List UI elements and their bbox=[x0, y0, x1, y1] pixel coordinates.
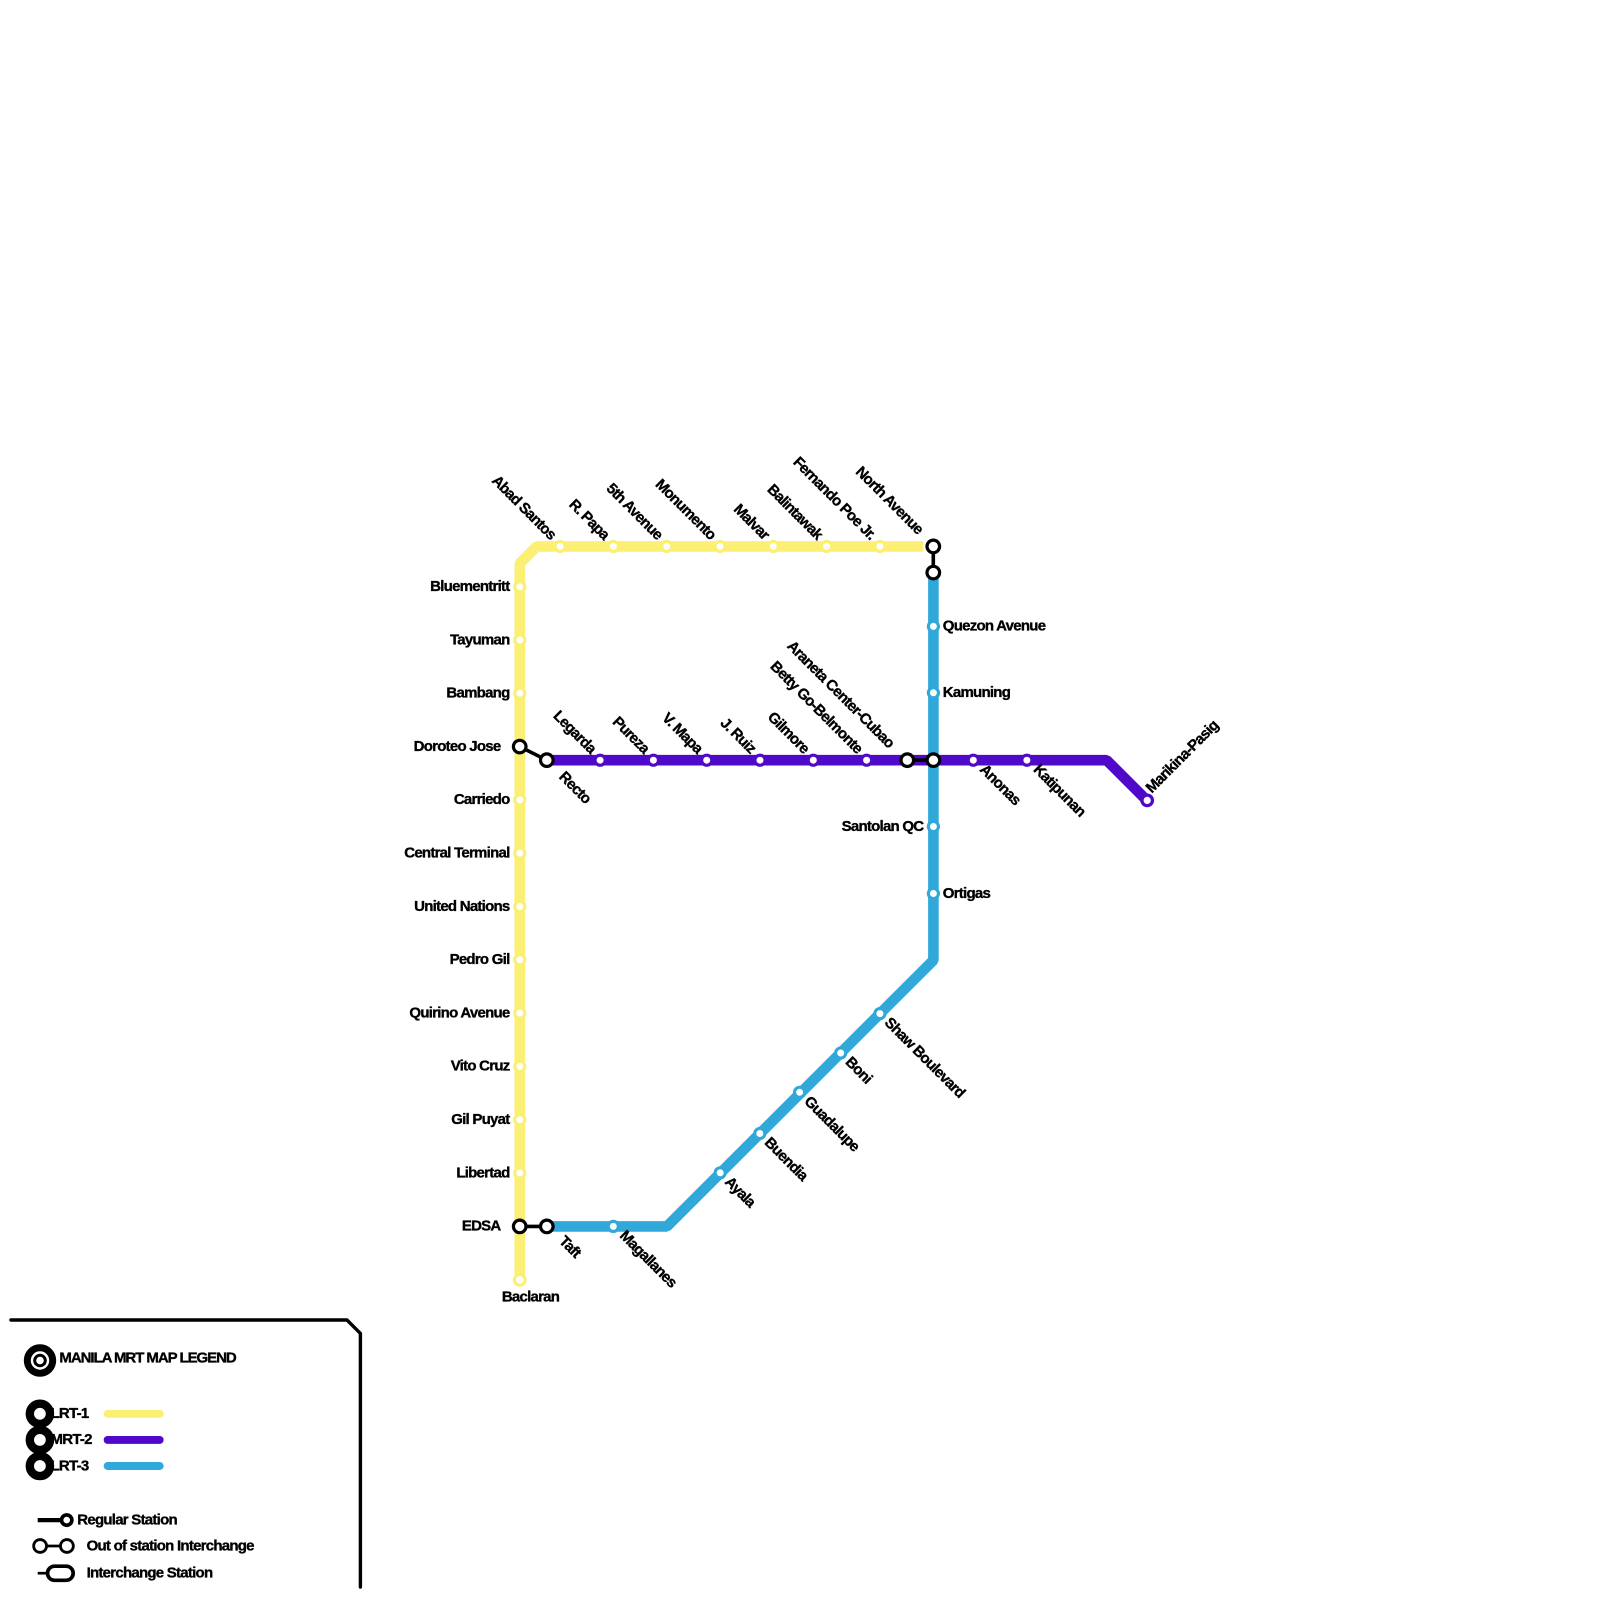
svg-text:Baclaran: Baclaran bbox=[502, 1289, 560, 1306]
svg-text:Tayuman: Tayuman bbox=[450, 631, 510, 648]
svg-text:Doroteo Jose: Doroteo Jose bbox=[414, 738, 501, 755]
svg-text:Bambang: Bambang bbox=[446, 685, 510, 702]
svg-text:Vito Cruz: Vito Cruz bbox=[451, 1058, 510, 1075]
svg-text:Kamuning: Kamuning bbox=[943, 684, 1011, 701]
svg-text:Out of station Interchange: Out of station Interchange bbox=[87, 1537, 255, 1554]
svg-text:United Nations: United Nations bbox=[414, 898, 510, 915]
svg-text:Central Terminal: Central Terminal bbox=[404, 845, 510, 862]
svg-text:Gil Puyat: Gil Puyat bbox=[451, 1111, 510, 1128]
svg-text:MANILA MRT MAP LEGEND: MANILA MRT MAP LEGEND bbox=[59, 1350, 236, 1367]
svg-text:Bluementritt: Bluementritt bbox=[430, 578, 510, 595]
svg-text:LRT-3: LRT-3 bbox=[51, 1457, 89, 1474]
svg-text:Libertad: Libertad bbox=[456, 1164, 510, 1181]
svg-text:MRT-2: MRT-2 bbox=[51, 1431, 93, 1448]
svg-text:LRT-1: LRT-1 bbox=[51, 1405, 89, 1422]
svg-text:EDSA: EDSA bbox=[462, 1218, 502, 1235]
svg-text:Interchange Station: Interchange Station bbox=[87, 1565, 213, 1582]
svg-text:Pedro Gil: Pedro Gil bbox=[450, 951, 511, 968]
svg-text:Ortigas: Ortigas bbox=[943, 885, 991, 902]
svg-text:Regular Station: Regular Station bbox=[77, 1511, 177, 1528]
svg-text:Quezon Avenue: Quezon Avenue bbox=[943, 618, 1046, 635]
svg-text:Santolan QC: Santolan QC bbox=[842, 818, 925, 835]
svg-text:Carriedo: Carriedo bbox=[454, 791, 510, 808]
svg-text:Quirino Avenue: Quirino Avenue bbox=[409, 1004, 509, 1021]
